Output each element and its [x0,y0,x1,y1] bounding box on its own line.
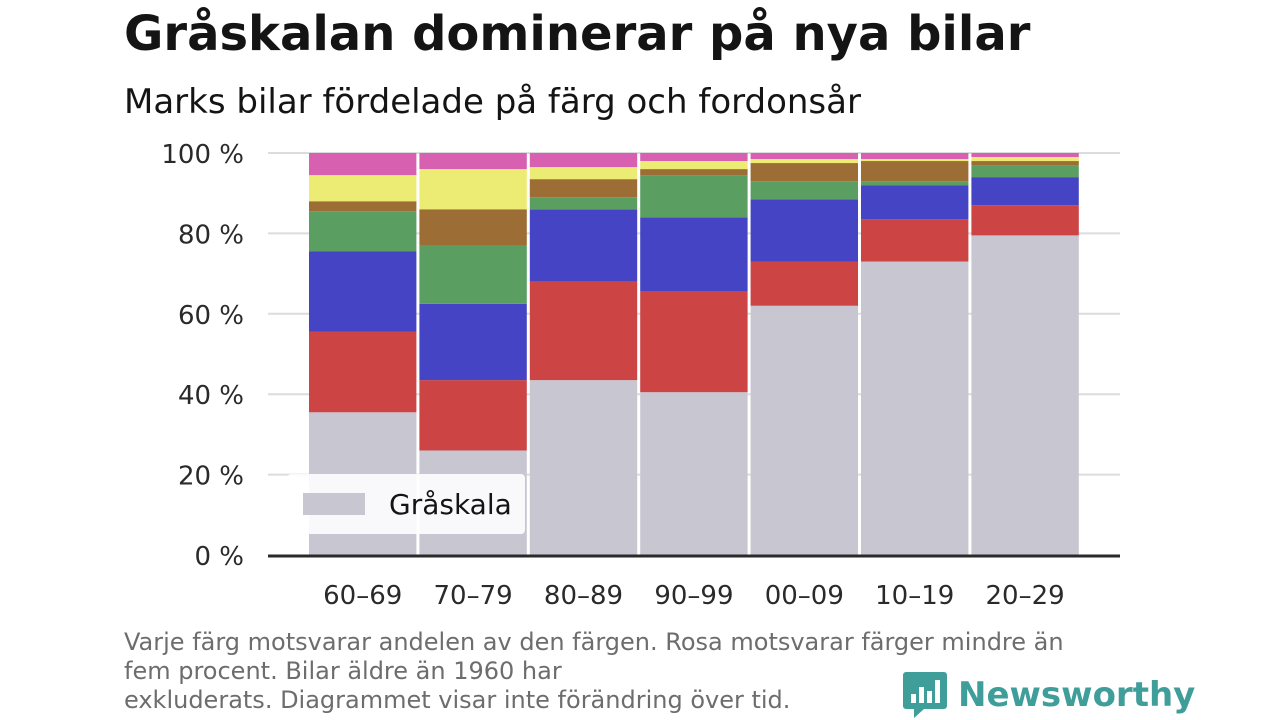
bar-segment-series-2-6 [861,219,969,262]
caption-line-1: Varje färg motsvarar andelen av den färg… [124,628,1064,656]
bar-segment-series-4-4 [640,175,748,218]
bar-segment-series-2-3 [529,281,638,381]
bar-segment-series-5-2 [419,209,527,246]
bar-segment-series-6-7 [971,157,1079,162]
x-tick-label: 90–99 [654,581,733,611]
bar-segment-series-6-5 [750,159,858,164]
brand-logo: Newsworthy [902,670,1195,720]
bar-segment-series-7-1 [309,153,417,176]
bar-segment-series-3-1 [309,251,417,332]
bar-segment-series-7-5 [750,153,858,160]
bar-segment-series-4-7 [971,165,1079,178]
bar-segment-series-4-2 [419,245,527,304]
bar-segment-series-4-6 [861,181,969,186]
bar-segment-series-3-2 [419,303,527,381]
y-tick-label: 20 % [178,462,244,492]
bar-segment-series-3-7 [971,177,1079,206]
bar-segment-series-2-2 [419,380,527,451]
bar-segment-series-6-2 [419,169,527,210]
x-axis-ticks: 60–69 70–79 80–89 90–99 00–09 10–19 20–29 [268,554,1120,611]
y-tick-label: 40 % [178,381,244,411]
brand-name: Newsworthy [958,675,1196,715]
bar-segment-series-1-7 [971,235,1079,555]
x-tick-label: 60–69 [323,581,402,611]
x-tick-label: 20–29 [986,581,1065,611]
y-tick-label: 100 % [161,140,244,170]
y-axis-ticks: 0 % 20 % 40 % 60 % 80 % 100 % [161,140,244,572]
bar-segment-series-2-7 [971,205,1079,236]
bar-segment-series-1-4 [640,392,748,555]
bar-segment-series-6-6 [861,159,969,162]
bar-segment-series-5-7 [971,161,1079,166]
bar-segment-series-6-3 [529,167,638,180]
y-tick-label: 0 % [194,542,244,572]
caption-line-2: fem procent. Bilar äldre än 1960 har [124,657,562,685]
legend-label: Gråskala [389,488,512,521]
bar-segment-series-1-3 [529,380,638,555]
bar-segment-series-6-4 [640,161,748,170]
bar-segment-series-2-5 [750,261,858,306]
bar-segment-series-7-4 [640,153,748,162]
bar-segment-series-3-3 [529,209,638,282]
bar-segment-series-5-4 [640,169,748,176]
bar-segment-series-7-7 [971,153,1079,158]
y-tick-label: 80 % [178,220,244,250]
x-tick-label: 80–89 [544,581,623,611]
bar-segment-series-5-3 [529,179,638,198]
bar-segment-series-3-5 [750,199,858,262]
bar-segment-series-6-1 [309,175,417,202]
bar-segment-series-5-1 [309,201,417,212]
legend: Gråskala [287,474,525,534]
x-tick-label: 00–09 [765,581,844,611]
bar-segment-series-2-1 [309,331,417,413]
bar-segment-series-3-4 [640,217,748,292]
bar-segment-series-4-3 [529,197,638,210]
chart-title: Gråskalan dominerar på nya bilar [124,6,1031,62]
bar-segment-series-4-1 [309,211,417,252]
bar-segment-series-1-6 [861,261,969,555]
newsworthy-logo-icon [903,672,947,718]
bar-segment-series-5-5 [750,163,858,182]
bar-segment-series-2-4 [640,291,748,393]
x-tick-label: 10–19 [875,581,954,611]
bar-segment-series-5-6 [861,161,969,182]
y-tick-label: 60 % [178,301,244,331]
chart-caption: Varje färg motsvarar andelen av den färg… [124,628,1154,715]
bar-segment-series-7-6 [861,153,969,160]
bar-segment-series-4-5 [750,181,858,200]
bar-segment-series-7-3 [529,153,638,168]
legend-box [287,474,525,534]
x-tick-label: 70–79 [434,581,513,611]
bar-segment-series-1-5 [750,305,858,555]
legend-swatch [303,493,365,515]
bar-segment-series-7-2 [419,153,527,170]
bar-segment-series-3-6 [861,185,969,220]
chart-subtitle: Marks bilar fördelade på färg och fordon… [124,82,861,122]
caption-line-3: exkluderats. Diagrammet visar inte förän… [124,686,791,714]
